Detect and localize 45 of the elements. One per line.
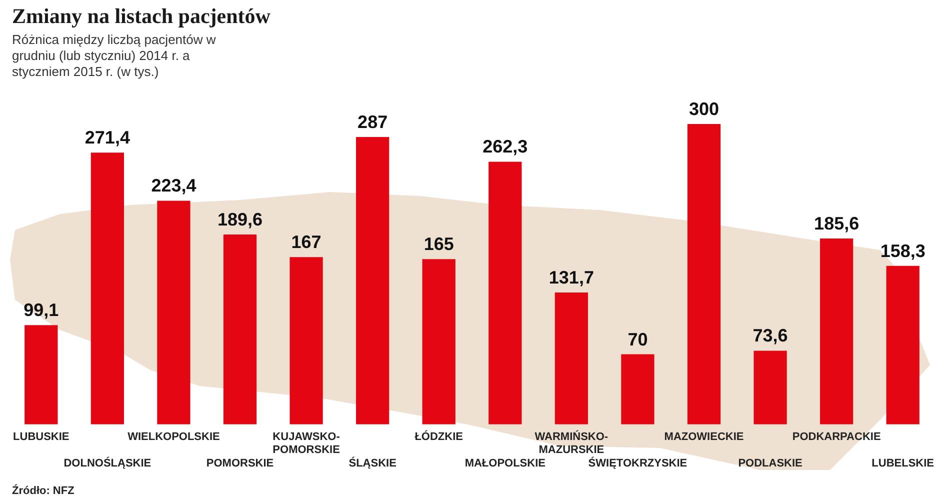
bar xyxy=(488,162,522,424)
data-label: 223,4 xyxy=(151,176,196,196)
x-tick-label: ŚWIĘTOKRZYSKIE xyxy=(588,456,688,470)
data-label: 287 xyxy=(358,112,388,132)
x-tick-label: POMORSKIE xyxy=(206,457,274,470)
x-tick-label: WARMIŃSKO-MAZURSKIE xyxy=(534,430,608,456)
chart-subtitle: Różnica między liczbą pacjentów w grudniu (lub styczniu) 2014 r. a styczniem 2015 r. (w tys.) xyxy=(12,32,217,80)
bar xyxy=(886,266,920,424)
data-label: 131,7 xyxy=(548,267,594,288)
x-tick-label: MAŁOPOLSKIE xyxy=(464,457,546,470)
x-tick-label: ŁÓDZKIE xyxy=(414,430,463,444)
bar xyxy=(621,354,654,424)
data-label: 167 xyxy=(291,232,322,252)
data-label: 189,6 xyxy=(217,210,263,230)
x-tick-label: PODKARPACKIE xyxy=(792,431,881,444)
bar xyxy=(24,325,58,424)
chart-title: Zmiany na listach pacjentów xyxy=(12,4,270,29)
data-label: 158,3 xyxy=(880,240,926,261)
data-label: 262,3 xyxy=(482,136,528,157)
x-tick-label: MAZOWIECKIE xyxy=(664,431,744,444)
data-label: 165 xyxy=(424,234,454,254)
data-label: 271,4 xyxy=(84,128,130,148)
x-tick-label: LUBELSKIE xyxy=(872,457,934,470)
data-label: 70 xyxy=(628,329,648,350)
bar xyxy=(290,257,323,424)
data-label: 185,6 xyxy=(814,214,860,234)
bar xyxy=(157,200,190,424)
x-tick-label: LUBUSKIE xyxy=(13,431,70,444)
data-label: 73,6 xyxy=(752,326,788,346)
bar xyxy=(754,350,787,424)
bar xyxy=(554,292,588,424)
bar xyxy=(820,238,854,424)
bar xyxy=(356,137,390,424)
x-tick-label: WIELKOPOLSKIE xyxy=(128,431,220,444)
bar xyxy=(422,259,456,424)
x-tick-label: DOLNOŚLĄSKIE xyxy=(64,456,152,470)
data-label: 99,1 xyxy=(24,300,59,320)
x-tick-label: PODLASKIE xyxy=(738,457,802,470)
x-tick-label: ŚLĄSKIE xyxy=(348,456,396,470)
bar xyxy=(687,124,721,424)
data-label: 300 xyxy=(688,98,720,119)
bar xyxy=(90,152,124,424)
bar xyxy=(223,234,257,424)
x-tick-label: KUJAWSKO-POMORSKIE xyxy=(272,431,340,456)
text: Źródło: NFZ xyxy=(12,485,74,497)
